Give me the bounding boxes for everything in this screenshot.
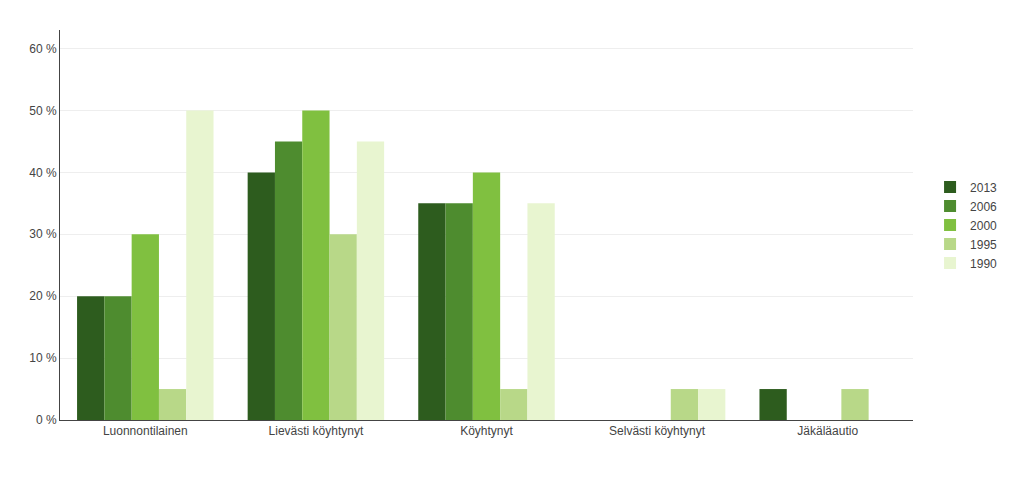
- svg-text:Jäkäläautio: Jäkäläautio: [797, 424, 858, 438]
- svg-text:0 %: 0 %: [36, 413, 57, 427]
- svg-text:10 %: 10 %: [29, 351, 57, 365]
- svg-text:Selvästi köyhtynyt: Selvästi köyhtynyt: [609, 424, 706, 438]
- svg-text:Luonnontilainen: Luonnontilainen: [103, 424, 188, 438]
- svg-text:Köyhtynyt: Köyhtynyt: [460, 424, 513, 438]
- svg-text:60 %: 60 %: [29, 42, 57, 56]
- svg-text:2013: 2013: [970, 181, 997, 195]
- svg-text:2000: 2000: [970, 219, 997, 233]
- svg-text:40 %: 40 %: [29, 166, 57, 180]
- svg-text:1995: 1995: [970, 238, 997, 252]
- svg-text:Lievästi köyhtynyt: Lievästi köyhtynyt: [269, 424, 364, 438]
- svg-text:50 %: 50 %: [29, 104, 57, 118]
- svg-text:1990: 1990: [970, 257, 997, 271]
- svg-text:20 %: 20 %: [29, 289, 57, 303]
- svg-text:2006: 2006: [970, 200, 997, 214]
- svg-text:30 %: 30 %: [29, 227, 57, 241]
